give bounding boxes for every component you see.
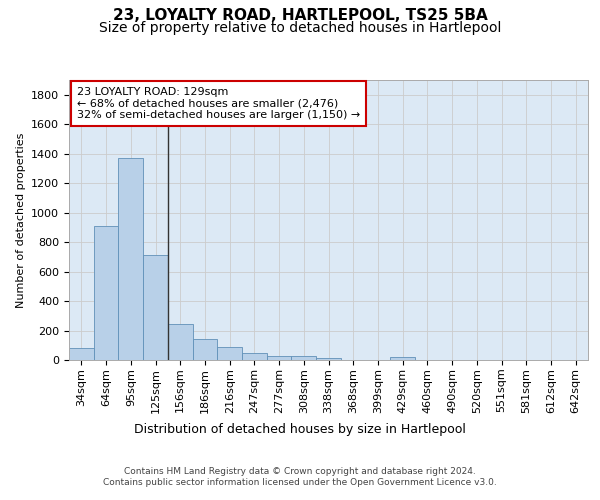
Text: Distribution of detached houses by size in Hartlepool: Distribution of detached houses by size … xyxy=(134,422,466,436)
Bar xyxy=(242,352,267,360)
Text: 23, LOYALTY ROAD, HARTLEPOOL, TS25 5BA: 23, LOYALTY ROAD, HARTLEPOOL, TS25 5BA xyxy=(113,8,487,22)
Bar xyxy=(267,356,292,360)
Bar xyxy=(94,226,118,360)
Text: 23 LOYALTY ROAD: 129sqm
← 68% of detached houses are smaller (2,476)
32% of semi: 23 LOYALTY ROAD: 129sqm ← 68% of detache… xyxy=(77,87,360,120)
Bar xyxy=(168,324,193,360)
Y-axis label: Number of detached properties: Number of detached properties xyxy=(16,132,26,308)
Bar xyxy=(292,356,316,360)
Text: Size of property relative to detached houses in Hartlepool: Size of property relative to detached ho… xyxy=(99,21,501,35)
Bar xyxy=(143,256,168,360)
Bar xyxy=(217,348,242,360)
Bar xyxy=(69,348,94,360)
Bar xyxy=(118,158,143,360)
Bar xyxy=(390,357,415,360)
Text: Contains HM Land Registry data © Crown copyright and database right 2024.
Contai: Contains HM Land Registry data © Crown c… xyxy=(103,468,497,487)
Bar xyxy=(193,340,217,360)
Bar xyxy=(316,358,341,360)
